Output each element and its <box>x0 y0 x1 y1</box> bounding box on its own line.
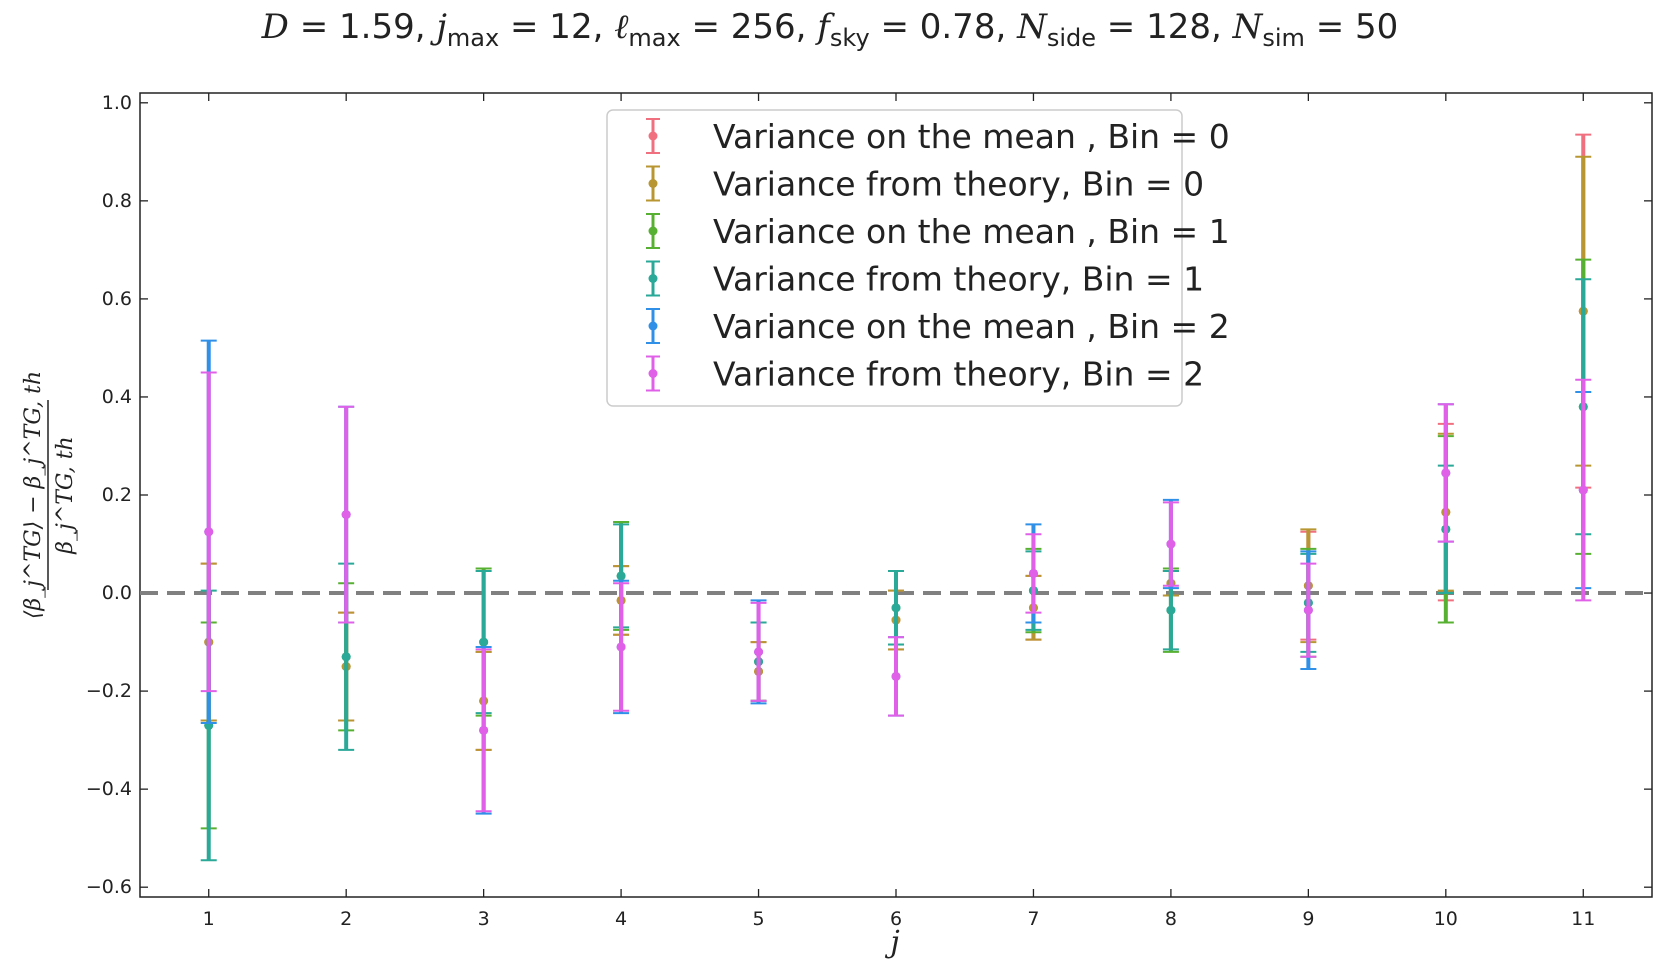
legend-marker-point <box>648 274 658 283</box>
y-tick-label: 0.2 <box>102 484 132 506</box>
x-tick-label: 8 <box>1165 908 1177 930</box>
legend-entry-0: Variance on the mean , Bin = 0 <box>646 117 1230 156</box>
data-point <box>891 671 901 681</box>
y-tick-label: 0.6 <box>102 288 132 310</box>
legend-entry-2: Variance on the mean , Bin = 1 <box>646 212 1230 251</box>
y-tick-label: −0.4 <box>86 778 132 800</box>
y-tick-label: −0.2 <box>86 680 132 702</box>
data-point <box>341 510 351 520</box>
data-point <box>616 571 626 581</box>
x-axis-label: j <box>884 925 899 960</box>
x-tick-label: 2 <box>340 908 352 930</box>
x-tick-label: 6 <box>890 908 902 930</box>
data-point <box>1028 568 1038 578</box>
data-point <box>1578 485 1588 495</box>
series-5 <box>200 371 1592 813</box>
data-point <box>1303 605 1313 615</box>
data-point <box>479 637 489 647</box>
data-point <box>754 647 764 657</box>
legend-entry-4: Variance on the mean , Bin = 2 <box>646 307 1230 346</box>
data-point <box>204 527 214 537</box>
x-tick-label: 1 <box>203 908 215 930</box>
x-tick-label: 10 <box>1434 908 1458 930</box>
x-tick-label: 4 <box>615 908 627 930</box>
legend-entry-1: Variance from theory, Bin = 0 <box>646 165 1204 204</box>
legend-label: Variance from theory, Bin = 1 <box>713 260 1204 299</box>
legend-box <box>606 109 1183 407</box>
data-point <box>341 652 351 662</box>
legend-label: Variance from theory, Bin = 0 <box>713 165 1204 204</box>
data-point <box>1166 539 1176 549</box>
data-point <box>616 642 626 652</box>
legend-marker-point <box>648 131 658 141</box>
chart-title: D = 1.59, jmax = 12, ℓmax = 256, fsky = … <box>261 7 1399 52</box>
y-axis-label: ⟨β_j^TG⟩ − β_j^TG, th β_j^TG, th <box>21 371 78 619</box>
y-tick-label: 0.4 <box>102 386 132 408</box>
y-tick-label: 0.0 <box>102 582 132 604</box>
y-tick-label: 1.0 <box>102 92 132 114</box>
legend-label: Variance from theory, Bin = 2 <box>713 355 1204 394</box>
data-point <box>1441 468 1451 478</box>
x-tick-label: 11 <box>1571 908 1595 930</box>
legend-marker-point <box>648 369 658 378</box>
y-axis-label-numerator: ⟨β_j^TG⟩ − β_j^TG, th <box>21 371 46 619</box>
plot-area: −0.6 −0.4 −0.2 0.0 0.2 0.4 0.6 0.8 1.0 1 2 3 4 5 6 7 8 9 1… <box>86 92 1653 930</box>
legend: Variance on the mean , Bin = 0 Variance f… <box>606 109 1230 407</box>
y-tick-label: 0.8 <box>102 190 132 212</box>
legend-marker-point <box>648 226 658 236</box>
legend-marker-point <box>648 321 658 331</box>
legend-label: Variance on the mean , Bin = 1 <box>713 212 1230 251</box>
y-axis-label-denominator: β_j^TG, th <box>53 436 78 554</box>
data-point <box>1166 605 1176 615</box>
legend-entry-3: Variance from theory, Bin = 1 <box>646 260 1204 299</box>
x-tick-label: 9 <box>1302 908 1314 930</box>
data-point <box>479 725 489 735</box>
legend-label: Variance on the mean , Bin = 2 <box>713 307 1230 346</box>
legend-marker-point <box>648 179 658 188</box>
data-point <box>891 603 901 613</box>
legend-entry-5: Variance from theory, Bin = 2 <box>646 355 1204 394</box>
legend-label: Variance on the mean , Bin = 0 <box>713 117 1230 156</box>
x-tick-label: 7 <box>1027 908 1039 930</box>
x-tick-label: 5 <box>752 908 764 930</box>
y-tick-label: −0.6 <box>86 876 132 898</box>
x-tick-label: 3 <box>478 908 490 930</box>
